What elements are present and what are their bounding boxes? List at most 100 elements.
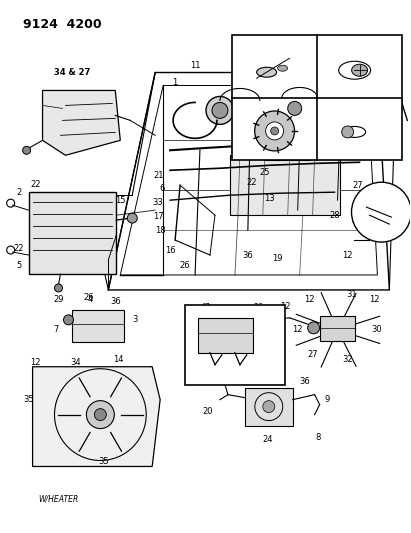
Text: 39: 39 [359, 87, 370, 96]
Text: 44: 44 [250, 367, 260, 376]
Text: 34 & 27: 34 & 27 [54, 68, 90, 77]
Text: 12: 12 [293, 325, 303, 334]
Bar [29, 192, 116, 274]
Circle shape [282, 95, 308, 122]
Text: 2: 2 [16, 188, 21, 197]
Bar [230, 155, 339, 215]
Bar [245, 387, 293, 425]
Circle shape [342, 126, 353, 138]
Ellipse shape [344, 126, 366, 138]
Text: 26: 26 [180, 261, 190, 270]
Text: 12: 12 [342, 251, 353, 260]
Text: 4: 4 [88, 295, 93, 304]
Text: 16: 16 [165, 246, 175, 255]
Text: 33: 33 [153, 198, 164, 207]
Text: 15: 15 [115, 196, 125, 205]
Ellipse shape [352, 64, 367, 76]
Text: 10: 10 [210, 377, 220, 386]
Circle shape [351, 182, 411, 242]
Text: 14: 14 [113, 356, 124, 364]
Text: 12: 12 [369, 295, 380, 304]
Bar [232, 35, 402, 160]
Text: 17: 17 [153, 212, 164, 221]
Bar [185, 305, 285, 385]
Text: 23: 23 [312, 71, 323, 80]
Circle shape [206, 96, 234, 124]
Circle shape [263, 401, 275, 413]
Circle shape [63, 315, 74, 325]
Text: 13: 13 [264, 193, 275, 203]
Text: 12: 12 [30, 358, 41, 367]
Circle shape [86, 401, 114, 429]
Text: TURBO: TURBO [371, 225, 392, 231]
Text: 28: 28 [329, 211, 340, 220]
Text: 43: 43 [376, 200, 387, 208]
Text: 13: 13 [292, 146, 303, 155]
Circle shape [127, 213, 137, 223]
Circle shape [266, 122, 284, 140]
Text: 20: 20 [203, 407, 213, 416]
Text: 3: 3 [133, 316, 138, 325]
Text: W/HEATER: W/HEATER [39, 495, 79, 504]
Text: 31: 31 [346, 290, 357, 300]
Text: 34: 34 [70, 358, 81, 367]
Text: 12: 12 [305, 295, 315, 304]
Text: 25: 25 [260, 168, 270, 177]
Circle shape [270, 127, 279, 135]
Bar [198, 318, 253, 353]
Text: 18: 18 [155, 225, 166, 235]
Text: 11: 11 [190, 61, 200, 70]
Text: 46: 46 [190, 345, 200, 354]
Text: 35: 35 [98, 457, 109, 466]
Circle shape [288, 101, 302, 116]
Text: 21: 21 [153, 171, 164, 180]
Text: 9: 9 [325, 395, 330, 404]
Text: 27: 27 [307, 350, 318, 359]
Text: 37: 37 [342, 61, 353, 70]
Text: 26: 26 [83, 294, 94, 302]
Text: 35: 35 [23, 395, 34, 404]
Bar [72, 310, 124, 342]
Text: 12: 12 [280, 302, 291, 311]
Polygon shape [32, 367, 160, 466]
Text: 5: 5 [16, 261, 21, 270]
Text: 32: 32 [342, 144, 353, 153]
Polygon shape [43, 91, 120, 155]
Text: 36: 36 [110, 297, 121, 306]
Text: 29: 29 [53, 295, 64, 304]
Text: 36: 36 [242, 251, 253, 260]
Text: 22: 22 [14, 244, 24, 253]
Bar [320, 316, 356, 341]
Text: 36: 36 [253, 303, 263, 312]
Text: 40: 40 [287, 107, 298, 116]
Text: 6: 6 [159, 184, 165, 193]
Text: 22: 22 [253, 151, 263, 160]
Circle shape [308, 322, 320, 334]
Text: 7: 7 [53, 325, 58, 334]
Text: 22: 22 [30, 180, 41, 189]
Text: 36: 36 [262, 71, 273, 80]
Text: 32: 32 [342, 356, 353, 364]
Circle shape [55, 284, 62, 292]
Text: 47: 47 [200, 303, 210, 312]
Circle shape [212, 102, 228, 118]
Text: 38: 38 [274, 87, 285, 96]
Text: 41: 41 [366, 107, 377, 116]
Text: 9124  4200: 9124 4200 [23, 18, 101, 31]
Text: 34 & 27: 34 & 27 [352, 216, 383, 224]
Bar [265, 131, 309, 160]
Text: 45: 45 [202, 367, 212, 376]
Text: 22: 22 [247, 177, 257, 187]
Text: 27: 27 [346, 78, 357, 87]
Circle shape [255, 111, 295, 151]
Ellipse shape [257, 67, 277, 77]
Text: 1: 1 [173, 78, 178, 87]
Text: 27: 27 [352, 181, 363, 190]
Text: 14: 14 [382, 108, 393, 117]
Circle shape [23, 147, 30, 154]
Text: 24: 24 [263, 435, 273, 444]
Ellipse shape [277, 65, 288, 71]
Text: 36: 36 [299, 377, 310, 386]
Text: 19: 19 [272, 254, 283, 263]
Text: 13: 13 [352, 111, 363, 120]
